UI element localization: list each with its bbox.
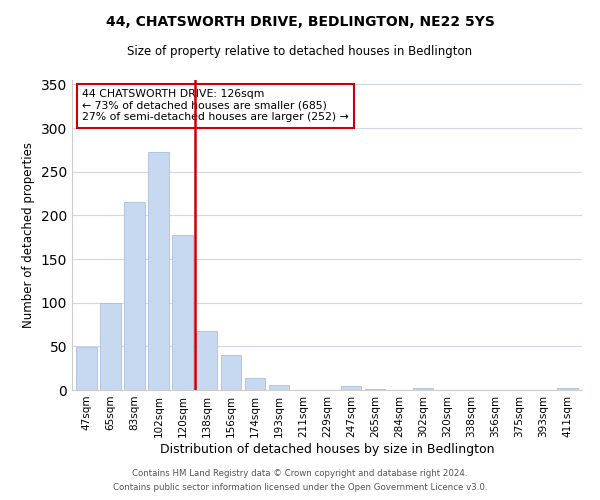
Text: Contains public sector information licensed under the Open Government Licence v3: Contains public sector information licen… <box>113 484 487 492</box>
Y-axis label: Number of detached properties: Number of detached properties <box>22 142 35 328</box>
Bar <box>221 355 241 390</box>
Bar <box>341 386 361 390</box>
Bar <box>76 347 97 390</box>
Bar <box>196 330 217 390</box>
X-axis label: Distribution of detached houses by size in Bedlington: Distribution of detached houses by size … <box>160 442 494 456</box>
Bar <box>245 378 265 390</box>
Text: Size of property relative to detached houses in Bedlington: Size of property relative to detached ho… <box>127 45 473 58</box>
Bar <box>413 388 433 390</box>
Bar <box>124 202 145 390</box>
Bar <box>172 234 193 390</box>
Bar <box>148 152 169 390</box>
Bar <box>365 389 385 390</box>
Text: Contains HM Land Registry data © Crown copyright and database right 2024.: Contains HM Land Registry data © Crown c… <box>132 468 468 477</box>
Text: 44, CHATSWORTH DRIVE, BEDLINGTON, NE22 5YS: 44, CHATSWORTH DRIVE, BEDLINGTON, NE22 5… <box>106 15 494 29</box>
Bar <box>557 388 578 390</box>
Bar <box>269 385 289 390</box>
Bar <box>100 302 121 390</box>
Text: 44 CHATSWORTH DRIVE: 126sqm
← 73% of detached houses are smaller (685)
27% of se: 44 CHATSWORTH DRIVE: 126sqm ← 73% of det… <box>82 90 349 122</box>
